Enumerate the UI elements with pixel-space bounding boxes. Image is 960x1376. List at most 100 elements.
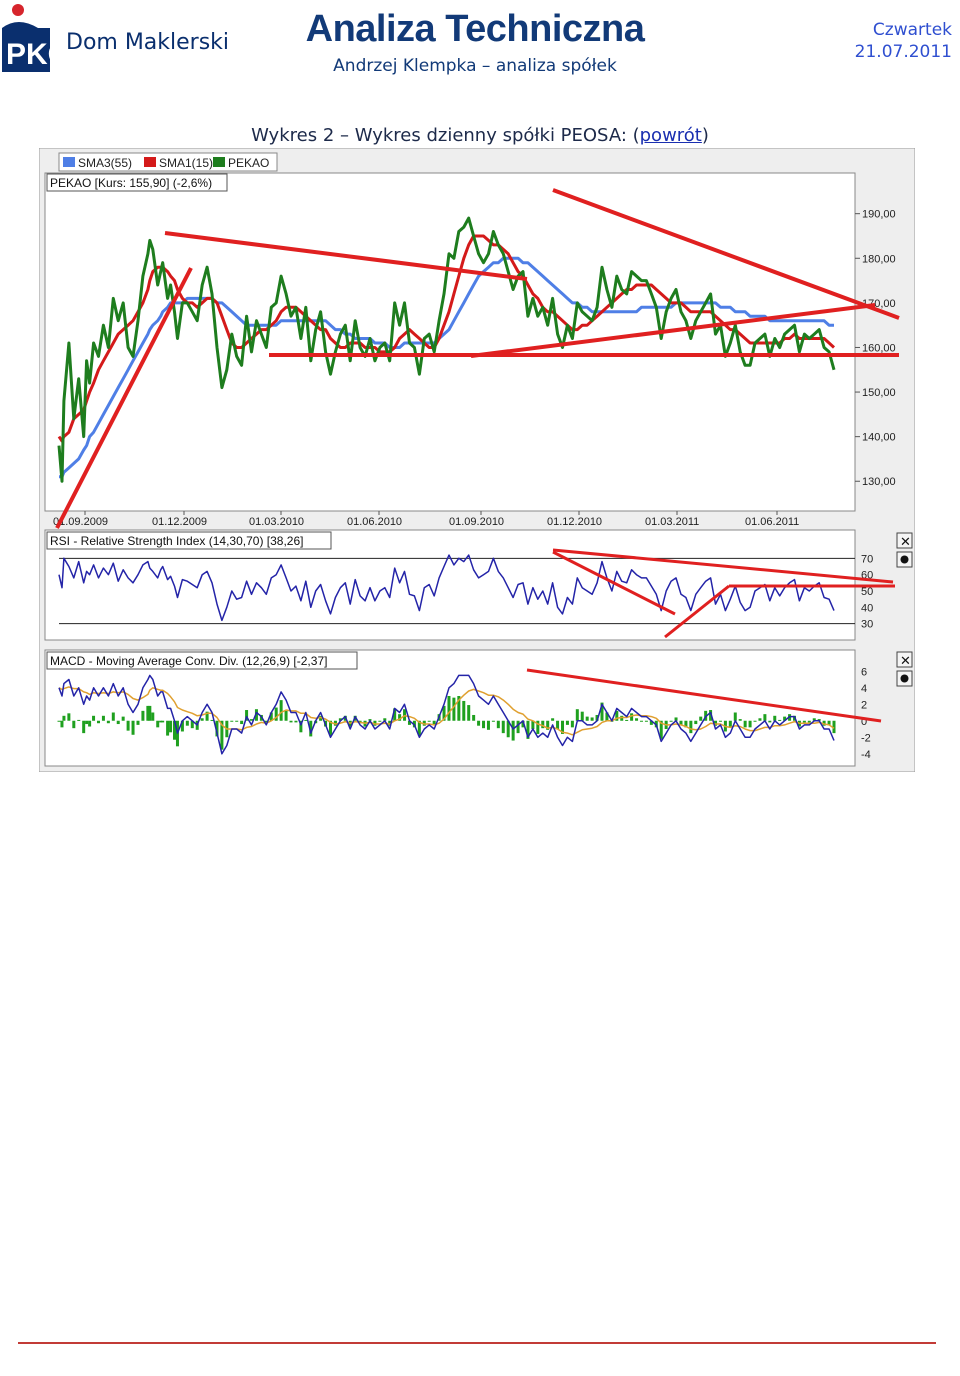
macd-trendlines bbox=[526, 668, 882, 723]
macd-hist-bar bbox=[250, 719, 254, 721]
header-day: Czwartek bbox=[872, 20, 952, 40]
macd-hist-bar bbox=[96, 720, 100, 724]
macd-hist-bar bbox=[92, 715, 96, 721]
macd-info-box bbox=[46, 651, 358, 670]
macd-panel-controls: ✕ bbox=[896, 651, 913, 687]
macd-hist-bar bbox=[126, 720, 130, 731]
macd-hist-bar bbox=[620, 715, 624, 721]
macd-hist-bar bbox=[304, 719, 308, 721]
macd-hist-bar bbox=[173, 720, 177, 740]
macd-hist-bar bbox=[131, 720, 135, 735]
macd-hist-bar bbox=[506, 720, 510, 738]
rsi-trendline-1 bbox=[552, 548, 894, 584]
macd-hist-bar bbox=[689, 720, 693, 734]
back-link[interactable]: powrót bbox=[639, 125, 702, 146]
dot-icon bbox=[900, 674, 909, 683]
macd-hist-bar bbox=[585, 716, 589, 721]
price-x-axis: 01.09.2009 01.12.2009 01.03.2010 01.06.2010… bbox=[53, 511, 799, 528]
macd-hist-bar bbox=[462, 700, 466, 721]
price-x-tick-label: 01.06.2010 bbox=[347, 516, 402, 528]
macd-y-tick-label: 2 bbox=[861, 699, 867, 711]
macd-hist-bar bbox=[284, 710, 288, 721]
macd-hist-bar bbox=[773, 715, 777, 721]
close-icon: ✕ bbox=[900, 534, 911, 549]
macd-hist-bar bbox=[279, 700, 283, 721]
macd-hist-bar bbox=[447, 696, 451, 721]
rsi-info-box bbox=[46, 531, 332, 550]
pekao-price-line bbox=[57, 216, 836, 483]
macd-hist-bar bbox=[264, 720, 268, 723]
macd-hist-bar bbox=[639, 720, 643, 722]
stock-chart: SMA3(55) SMA1(15) PEKAO PEKAO [Kurs: 155… bbox=[38, 147, 916, 773]
rsi-close-button[interactable] bbox=[896, 532, 913, 549]
macd-hist-bar bbox=[526, 720, 530, 739]
macd-hist-bar bbox=[768, 720, 772, 723]
macd-hist-bar bbox=[141, 710, 145, 721]
macd-hist-bar bbox=[595, 714, 599, 721]
macd-hist-bar bbox=[531, 720, 535, 729]
macd-close-button[interactable] bbox=[896, 651, 913, 668]
macd-hist-bar bbox=[763, 714, 767, 721]
price-panel bbox=[44, 172, 856, 512]
macd-hist-bar bbox=[467, 705, 471, 721]
macd-hist-bar bbox=[501, 720, 505, 734]
macd-hist-bar bbox=[67, 713, 71, 721]
macd-hist-bar bbox=[605, 712, 609, 721]
price-trendlines bbox=[55, 188, 900, 529]
macd-hist-bar bbox=[82, 720, 86, 734]
macd-hist-bar bbox=[758, 718, 762, 721]
price-y-tick-label: 190,00 bbox=[862, 209, 896, 221]
macd-hist-bar bbox=[748, 720, 752, 728]
macd-hist-bar bbox=[521, 720, 525, 728]
macd-y-tick-label: 0 bbox=[861, 716, 867, 728]
price-y-tick-label: 140,00 bbox=[862, 432, 896, 444]
price-x-tick-label: 01.12.2010 bbox=[547, 516, 602, 528]
chart-svg: SMA3(55) SMA1(15) PEKAO PEKAO [Kurs: 155… bbox=[38, 147, 916, 773]
macd-hist-bar bbox=[733, 712, 737, 721]
macd-hist-bar bbox=[309, 720, 313, 737]
figure-caption: Wykres 2 – Wykres dzienny spółki PEOSA: … bbox=[0, 125, 960, 146]
macd-hist-bar bbox=[240, 720, 244, 725]
macd-hist-bar bbox=[541, 720, 545, 729]
macd-hist-bar bbox=[383, 718, 387, 721]
macd-info-label: MACD - Moving Average Conv. Div. (12,26,… bbox=[50, 654, 327, 668]
price-y-tick-label: 180,00 bbox=[862, 253, 896, 265]
macd-hist-bar bbox=[728, 720, 732, 727]
macd-hist-bar bbox=[753, 720, 757, 722]
macd-hist-bar bbox=[807, 720, 811, 723]
price-x-tick-label: 01.03.2010 bbox=[249, 516, 304, 528]
macd-hist-bar bbox=[166, 720, 170, 736]
macd-hist-bar bbox=[561, 720, 565, 734]
macd-hist-bar bbox=[694, 720, 698, 725]
rsi-trendline-3 bbox=[664, 584, 730, 639]
rsi-grid bbox=[59, 557, 855, 625]
rsi-y-tick-label: 50 bbox=[861, 586, 873, 598]
legend-pekao: PEKAO bbox=[228, 156, 269, 170]
macd-line bbox=[58, 674, 835, 755]
rsi-info-label: RSI - Relative Strength Index (14,30,70)… bbox=[50, 534, 303, 548]
macd-hist-bar bbox=[812, 718, 816, 721]
macd-y-tick-label: 6 bbox=[861, 666, 867, 678]
trendline-resistance-1 bbox=[164, 231, 528, 281]
macd-hist-bar bbox=[516, 720, 520, 734]
macd-hist-bar bbox=[600, 702, 604, 721]
macd-hist-bar bbox=[398, 714, 402, 721]
macd-hist-bar bbox=[185, 720, 189, 726]
close-icon: ✕ bbox=[900, 653, 911, 668]
macd-hist-bar bbox=[111, 712, 115, 721]
macd-hist-bar bbox=[827, 720, 831, 725]
rsi-y-tick-label: 40 bbox=[861, 602, 873, 614]
macd-hist-bar bbox=[368, 719, 372, 721]
rsi-series bbox=[58, 554, 835, 622]
macd-hist-bar bbox=[156, 720, 160, 728]
macd-hist-bar bbox=[615, 710, 619, 721]
footer-divider bbox=[18, 1342, 936, 1344]
price-info-label: PEKAO [Kurs: 155,90] (-2,6%) bbox=[50, 176, 212, 190]
macd-hist-bar bbox=[570, 720, 574, 728]
price-info-box bbox=[46, 173, 228, 192]
macd-hist-bar bbox=[699, 716, 703, 721]
macd-hist-bar bbox=[743, 720, 747, 728]
price-legend: SMA3(55) SMA1(15) PEKAO bbox=[58, 152, 278, 172]
price-x-tick-label: 01.09.2010 bbox=[449, 516, 504, 528]
